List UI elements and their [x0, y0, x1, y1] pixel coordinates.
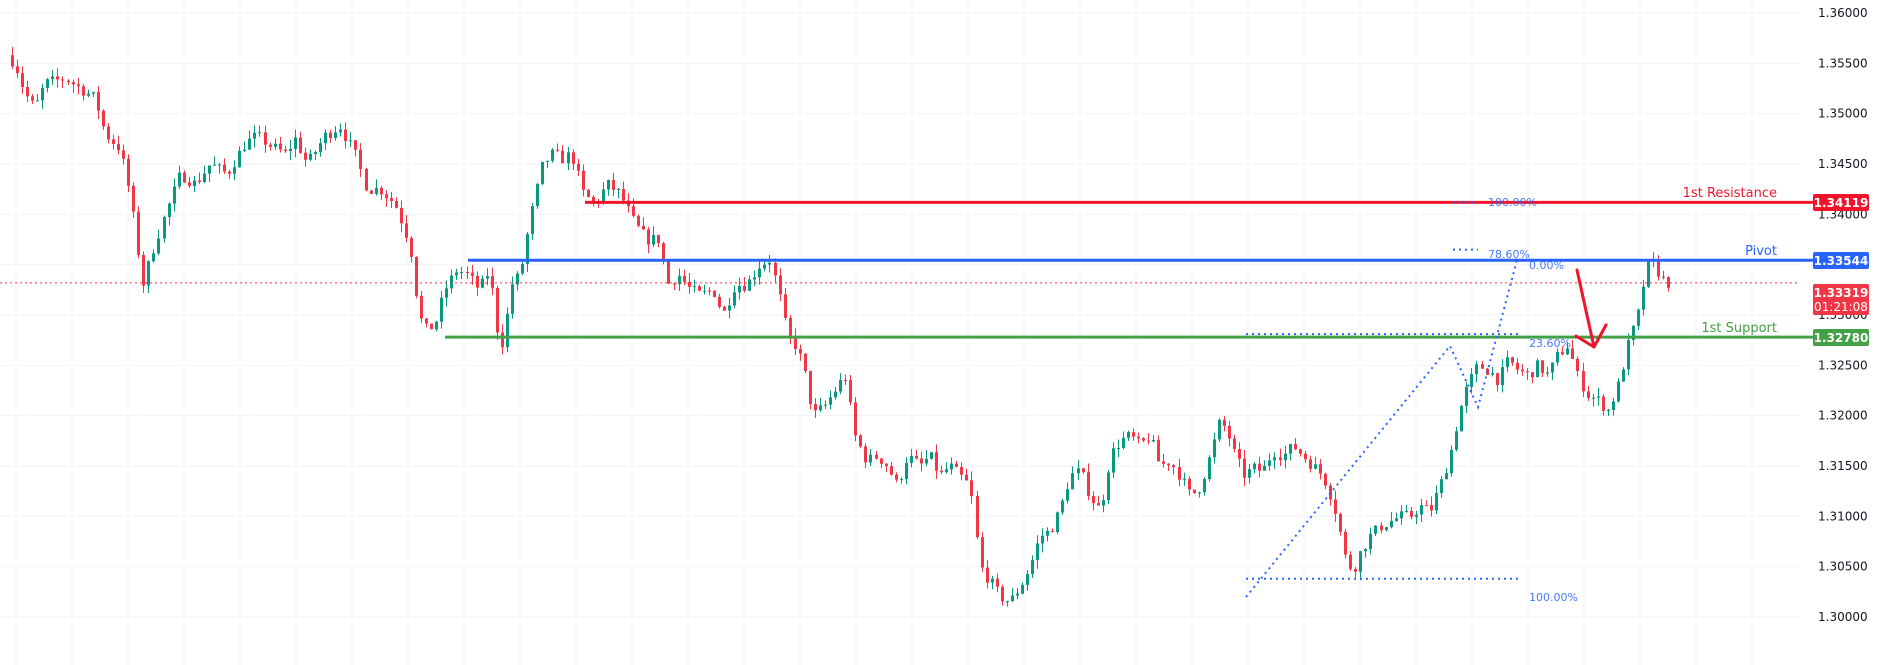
- fib-trend-line[interactable]: [1245, 259, 1518, 598]
- pivot-price: 1.33544: [1814, 254, 1869, 268]
- projection-arrow[interactable]: [1574, 268, 1608, 349]
- pivot-price-badge: 1.33544: [1813, 252, 1869, 269]
- support-price: 1.32780: [1814, 331, 1869, 345]
- candlestick-series: [11, 46, 1670, 607]
- price-tick: 1.31500: [1818, 459, 1868, 473]
- pivot-label: Pivot: [1745, 244, 1777, 259]
- fib-label-100-top: 100.00%: [1488, 196, 1537, 209]
- price-tick: 1.32500: [1818, 358, 1868, 372]
- price-tick: 1.35000: [1818, 107, 1868, 121]
- arrow-head-icon: [1574, 323, 1608, 349]
- last-price-badge: 1.33319 01:21:08: [1813, 284, 1869, 315]
- resistance-price: 1.34119: [1814, 196, 1869, 210]
- last-price: 1.33319: [1814, 286, 1869, 300]
- fib-label-23-6: 23.60%: [1529, 337, 1571, 350]
- chart-grid: [0, 0, 1800, 665]
- price-tick: 1.34500: [1818, 157, 1868, 171]
- price-tick: 1.30500: [1818, 560, 1868, 574]
- fibonacci-retracement[interactable]: [1245, 201, 1518, 598]
- price-tick: 1.32000: [1818, 409, 1868, 423]
- support-label: 1st Support: [1701, 321, 1777, 336]
- price-tick: 1.31000: [1818, 509, 1868, 523]
- fib-label-0: 0.00%: [1529, 259, 1564, 272]
- price-tick: 1.30000: [1818, 610, 1868, 624]
- fib-label-78-6: 78.60%: [1488, 248, 1530, 261]
- resistance-label: 1st Resistance: [1683, 186, 1777, 201]
- price-axis[interactable]: 1.360001.355001.350001.345001.340001.335…: [1818, 6, 1868, 624]
- price-tick: 1.35500: [1818, 56, 1868, 70]
- price-tick: 1.36000: [1818, 6, 1868, 20]
- support-resistance-levels[interactable]: [445, 200, 1813, 339]
- bar-countdown: 01:21:08: [1814, 300, 1868, 314]
- fib-label-100-bottom: 100.00%: [1529, 591, 1578, 604]
- resistance-price-badge: 1.34119: [1813, 194, 1869, 211]
- support-price-badge: 1.32780: [1813, 329, 1869, 346]
